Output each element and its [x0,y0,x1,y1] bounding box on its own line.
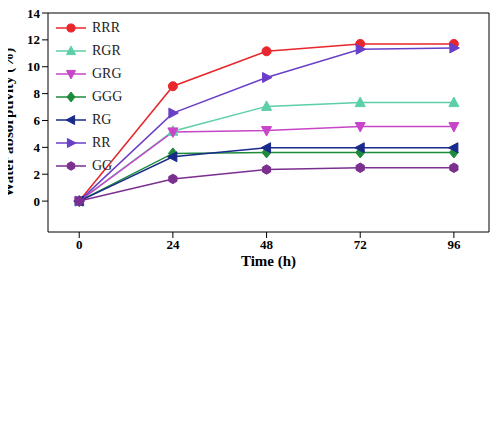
html-text:GRG: GRG [92,65,122,81]
html-text:RR: RR [92,134,111,150]
svg-text:2: 2 [34,167,41,182]
svg-text:24: 24 [166,237,180,252]
svg-text:48: 48 [260,237,274,252]
svg-text:6: 6 [34,113,41,128]
svg-text:10: 10 [27,59,40,74]
svg-text:96: 96 [447,237,461,252]
html-text:RRR: RRR [92,19,120,35]
svg-text:8: 8 [34,86,41,101]
html-text:RG: RG [92,111,112,127]
svg-text:12: 12 [27,32,40,47]
html-text:RGR: RGR [92,42,121,58]
svg-text:Water absorptivity (%): Water absorptivity (%) [8,48,17,198]
svg-text:72: 72 [354,237,367,252]
svg-text:Time (h): Time (h) [241,253,296,270]
svg-text:0: 0 [76,237,83,252]
svg-text:14: 14 [27,8,41,21]
html-text:GG: GG [92,157,113,173]
svg-text:4: 4 [34,140,41,155]
html-text:GGG: GGG [92,88,123,104]
svg-text:0: 0 [34,194,41,209]
